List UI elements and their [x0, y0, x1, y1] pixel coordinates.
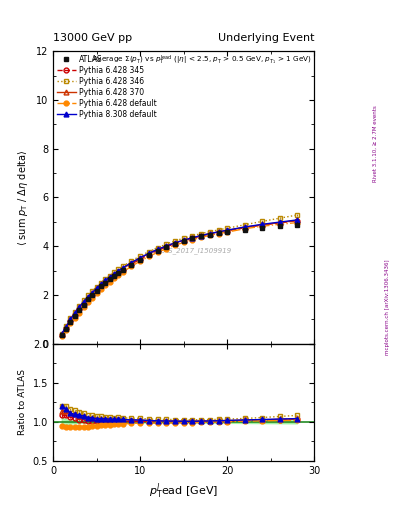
X-axis label: $p_{\rm T}^{l}$ead [GeV]: $p_{\rm T}^{l}$ead [GeV] [149, 481, 219, 501]
Text: mcplots.cern.ch [arXiv:1306.3436]: mcplots.cern.ch [arXiv:1306.3436] [385, 260, 389, 355]
Y-axis label: $\langle$ sum $p_{\rm T}$ / $\Delta\eta$ delta$\rangle$: $\langle$ sum $p_{\rm T}$ / $\Delta\eta$… [16, 149, 30, 246]
Text: 13000 GeV pp: 13000 GeV pp [53, 33, 132, 44]
Text: Average $\Sigma(p_{\rm T})$ vs $p_{\rm T}^{\rm lead}$ ($|\eta|$ < 2.5, $p_{\rm T: Average $\Sigma(p_{\rm T})$ vs $p_{\rm T… [92, 54, 312, 68]
Text: Rivet 3.1.10, ≥ 2.7M events: Rivet 3.1.10, ≥ 2.7M events [373, 105, 378, 182]
Text: Underlying Event: Underlying Event [218, 33, 314, 44]
Text: ATLAS_2017_I1509919: ATLAS_2017_I1509919 [151, 247, 232, 253]
Y-axis label: Ratio to ATLAS: Ratio to ATLAS [18, 369, 27, 435]
Legend: ATLAS, Pythia 6.428 345, Pythia 6.428 346, Pythia 6.428 370, Pythia 6.428 defaul: ATLAS, Pythia 6.428 345, Pythia 6.428 34… [55, 53, 158, 120]
